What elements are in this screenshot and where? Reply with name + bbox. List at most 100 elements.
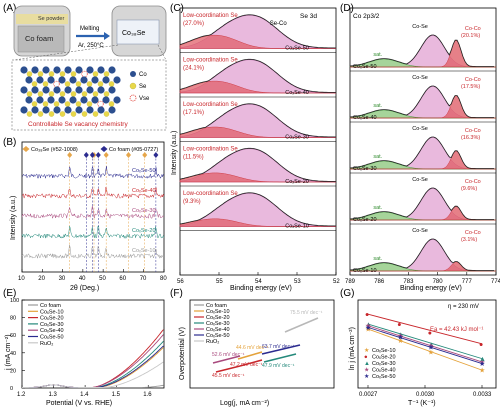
- se-atom: [42, 81, 49, 87]
- legend-label-g: CoₓSe-40: [372, 368, 396, 374]
- x-tick-label-c: 53: [294, 279, 301, 285]
- low-coord-percent: (9.3%): [183, 199, 201, 205]
- legend-co-dot: [130, 71, 136, 77]
- se-atom: [75, 101, 82, 107]
- se-vacancy: [97, 100, 104, 108]
- se-atom: [70, 71, 77, 77]
- low-coord-component: [179, 80, 336, 94]
- co-atom: [42, 66, 50, 74]
- crystal-caption: Controllable Se vacancy chemistry: [28, 121, 128, 128]
- x-axis-label-e: Potential (V vs. RHE): [46, 400, 112, 407]
- co-co-label: Co-Co: [465, 230, 481, 236]
- co-co-component: [350, 206, 496, 221]
- co-atom: [58, 76, 66, 84]
- data-point-g: ★: [479, 367, 485, 375]
- co-atom: [102, 96, 110, 104]
- co-atom: [47, 96, 55, 104]
- xrd-series-label: CoₓSe-10: [132, 248, 156, 254]
- tafel-line: [239, 359, 263, 367]
- legend-label-co: Co foam (#05-0727): [109, 147, 158, 153]
- xrd-series-label: CoₓSe-30: [132, 208, 156, 214]
- low-coord-label: Low-coordination Se: [183, 102, 238, 108]
- co-atom: [86, 66, 94, 74]
- legend-label-f: Co foam: [206, 303, 227, 309]
- plot-b: 10 20 30 40 50 60 70 80 CoₓSe-50 CoₓSe-40 CoₓSe-30…: [18, 152, 167, 282]
- se-atom: [59, 71, 66, 77]
- co-co-component: [350, 40, 496, 68]
- co-co-label: Co-Co: [465, 128, 481, 134]
- se-atom: [48, 91, 55, 97]
- plot-frame-f: [189, 299, 335, 389]
- co-atom: [31, 86, 39, 94]
- se-co-label: Se-Co: [270, 21, 288, 27]
- panel-label-e: (E): [3, 288, 16, 299]
- data-point-g: ●: [365, 312, 369, 319]
- zoom-line-left: [13, 44, 119, 61]
- x-tick-label-b: 10: [18, 276, 25, 282]
- co-atom: [102, 76, 110, 84]
- xrd-series-line: [21, 244, 165, 260]
- co-co-percent: (17.5%): [461, 84, 480, 90]
- se-atom: [86, 101, 93, 107]
- sample-label-d: CoₓSe-50: [353, 64, 377, 70]
- co-atom: [42, 106, 50, 114]
- legend-label-e: CoₓSe-50: [40, 335, 64, 341]
- se-powder-label: Se powder: [38, 16, 64, 22]
- x-axis-label-d: Binding energy (eV): [400, 285, 462, 292]
- fit-envelope: [349, 187, 495, 220]
- co-se-label: Co-Se: [412, 228, 428, 234]
- co-atom: [69, 96, 77, 104]
- plot-frame-e: [21, 299, 165, 389]
- low-coord-label: Low-coordination Se: [183, 147, 238, 153]
- sample-label-c: CoₓSe-50: [285, 46, 309, 52]
- chart-title-c: Se 3d: [300, 13, 317, 20]
- legend-marker-g: ●: [364, 355, 368, 361]
- data-point-g: ★: [479, 360, 485, 368]
- legend-label-e: CoₓSe-10: [40, 309, 64, 315]
- legend-marker-cose: [22, 146, 30, 152]
- low-coord-percent: (17.1%): [183, 110, 204, 116]
- plot-g: η = 230 mV Ea = 42.43 kJ mol⁻¹ 0.0027 0.003…: [357, 299, 497, 398]
- co-atom: [53, 66, 61, 74]
- plot-frame-b: [21, 141, 165, 273]
- x-tick-label-e: 1.2: [17, 392, 26, 398]
- co-se-label: Co-Se: [412, 24, 428, 30]
- x-axis-label-b: 2θ (Deg.): [70, 285, 99, 292]
- co-atom: [75, 86, 83, 94]
- plot-f: Co foamCoₓSe-10CoₓSe-20CoₓSe-30CoₓSe-40C…: [189, 299, 335, 389]
- x-tick-label-e: 1.5: [112, 392, 121, 398]
- y-tick-label-e: 60: [10, 333, 16, 339]
- co-atom: [25, 96, 33, 104]
- sample-label-d: CoₓSe-10: [353, 268, 377, 274]
- se-atom: [103, 111, 110, 117]
- co-atom: [53, 86, 61, 94]
- se-atom: [108, 101, 115, 107]
- lsv-series-line: [22, 361, 164, 388]
- data-point-g: ●: [428, 330, 432, 337]
- panel-d: Binding energy (eV) Co 2p3/2 789 786 783 780…: [345, 7, 500, 292]
- legend-label-e: RuO₂: [40, 341, 53, 347]
- fit-envelope: [179, 147, 337, 182]
- fit-envelope: [179, 192, 337, 227]
- legend-label-f: CoₓSe-30: [206, 321, 230, 327]
- legend-vse-dot: [129, 94, 137, 102]
- tafel-slope-label: 47.2 mV dec⁻¹: [230, 362, 263, 368]
- se-vacancy: [53, 80, 60, 88]
- legend-marker-g: ★: [364, 347, 369, 354]
- se-atom: [103, 91, 110, 97]
- se-atom: [48, 71, 55, 77]
- se-atom: [64, 81, 71, 87]
- tafel-line: [261, 344, 301, 355]
- tafel-slope-label: 44.6 mV dec⁻¹: [236, 345, 269, 351]
- sample-label-c: CoₓSe-30: [285, 135, 309, 141]
- x-tick-label-b: 70: [140, 276, 147, 282]
- product-label: Co₃₈Se: [122, 30, 145, 37]
- panel-label-g: (G): [340, 288, 354, 299]
- legend-label-g: CoₓSe-30: [372, 361, 396, 367]
- x-axis-label-f: Log(j, mA cm⁻²): [220, 400, 269, 407]
- se-atom: [70, 111, 77, 117]
- data-point-g: ★: [428, 344, 434, 352]
- co-co-percent: (3.1%): [461, 237, 477, 243]
- se-atom: [53, 101, 60, 107]
- panel-label-a: (A): [3, 3, 16, 14]
